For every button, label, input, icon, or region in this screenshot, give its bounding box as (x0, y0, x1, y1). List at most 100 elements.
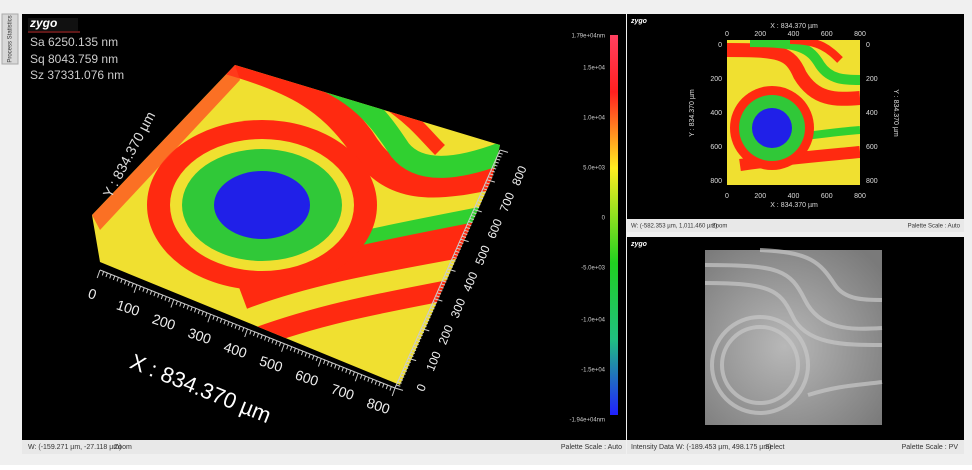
ruler-tick (175, 300, 178, 306)
colorbar-label: 1.79e+04nm (571, 34, 605, 40)
colorbar-label: -1.0e+04 (581, 318, 606, 324)
ruler-tick (430, 307, 435, 310)
ruler-tick (157, 293, 160, 298)
ruler-tick (498, 152, 503, 155)
ruler-tick (410, 351, 415, 354)
ruler-tick (300, 350, 304, 356)
ruler-tick (267, 337, 271, 343)
colorbar-label: 5.0e+03 (583, 166, 606, 172)
ruler-tick (219, 318, 223, 323)
ruler-tick (428, 310, 434, 313)
ruler-tick (116, 277, 119, 282)
ruler-tick (153, 291, 156, 297)
y-tick-label: 0 (718, 42, 722, 49)
ruler-tick (286, 345, 289, 350)
ruler-tick (352, 371, 355, 376)
ruler-tick (439, 286, 444, 289)
y-title-right: Y : 834.370 µm (892, 89, 899, 137)
ruler-tick (133, 284, 138, 293)
status-bar (627, 440, 964, 454)
x-tick-label: 200 (754, 31, 766, 38)
top-map (727, 40, 860, 185)
ruler-tick (444, 274, 450, 277)
x-tick-label: 800 (854, 193, 866, 200)
ruler-tick (396, 384, 401, 387)
ruler-tick (447, 268, 456, 272)
stat: Sa 6250.135 nm (30, 35, 118, 49)
colorbar-label: 1.0e+04 (583, 116, 606, 122)
ruler-tick (488, 176, 493, 179)
ruler-tick (260, 334, 263, 340)
ruler-tick (330, 362, 333, 368)
ruler-tick (418, 333, 423, 337)
ruler-tick (497, 155, 502, 158)
ruler-tick (485, 182, 490, 185)
y-tick-label: 0 (413, 382, 429, 394)
ruler-tick (490, 170, 495, 173)
ruler-tick (238, 325, 241, 331)
x-tick-label: 400 (788, 31, 800, 38)
ruler-tick (123, 280, 127, 285)
x-tick-label: 100 (115, 297, 142, 320)
ruler-tick (138, 286, 142, 291)
ruler-tick (234, 324, 237, 329)
ruler-tick (170, 299, 175, 308)
ruler-tick (457, 244, 463, 247)
ruler-tick (468, 220, 473, 224)
ruler-tick (241, 327, 245, 332)
ruler-tick (438, 289, 443, 292)
y-tick-label: 400 (866, 110, 878, 117)
x-title-bottom: X : 834.370 µm (770, 202, 818, 209)
ruler-tick (256, 333, 260, 338)
ruler-tick (397, 381, 402, 384)
ruler-tick (367, 377, 370, 382)
ruler-tick (493, 164, 498, 167)
stat: Sz 37331.076 nm (30, 68, 124, 82)
ruler-tick (308, 353, 311, 359)
status-mode: Select (765, 444, 785, 451)
ruler-tick (230, 322, 234, 328)
y-tick-label: 400 (710, 110, 722, 117)
status-cursor: W: (-582.353 µm, 1,011.460 µm) (631, 224, 717, 230)
side-tab[interactable] (1, 13, 19, 65)
ruler-tick (326, 361, 330, 366)
ruler-tick (278, 342, 282, 347)
ruler-tick (402, 369, 408, 372)
status-cursor: W: (-189.453 µm, 498.175 µm) (676, 444, 771, 451)
status-bar (22, 440, 626, 454)
x-tick-label: 800 (365, 395, 392, 418)
x-tick-label: 0 (725, 193, 729, 200)
ruler-tick (389, 386, 392, 391)
x-title-top: X : 834.370 µm (770, 23, 818, 30)
y-tick-label: 0 (866, 42, 870, 49)
ruler-tick (407, 357, 417, 362)
ruler-tick (394, 387, 404, 391)
status-mode: Zoom (712, 224, 727, 230)
ruler-tick (179, 302, 182, 307)
status-bar (627, 219, 964, 232)
ruler-tick (146, 289, 149, 294)
intensity-features (704, 248, 883, 415)
ruler-tick (223, 319, 226, 325)
y-tick-label: 800 (710, 178, 722, 185)
ruler-tick (105, 272, 108, 278)
y-tick-label: 800 (866, 178, 878, 185)
ruler-tick (149, 290, 153, 295)
ruler-tick (354, 373, 359, 382)
logo: zygo (29, 16, 57, 30)
ruler-tick (264, 336, 267, 341)
x-tick-label: 200 (150, 311, 177, 334)
ruler-tick (127, 281, 130, 286)
ruler-tick (385, 384, 389, 390)
ruler-tick (411, 348, 417, 352)
ruler-tick (478, 197, 484, 200)
ruler-tick (432, 301, 438, 304)
side-tab-label[interactable]: Process Statistics (8, 15, 14, 62)
y-tick-label: 200 (866, 76, 878, 83)
colorbar-label: 0 (602, 216, 606, 222)
ruler-tick (216, 317, 219, 322)
ruler-tick (317, 358, 322, 367)
ruler-tick (205, 312, 208, 317)
ruler-tick (435, 295, 440, 298)
